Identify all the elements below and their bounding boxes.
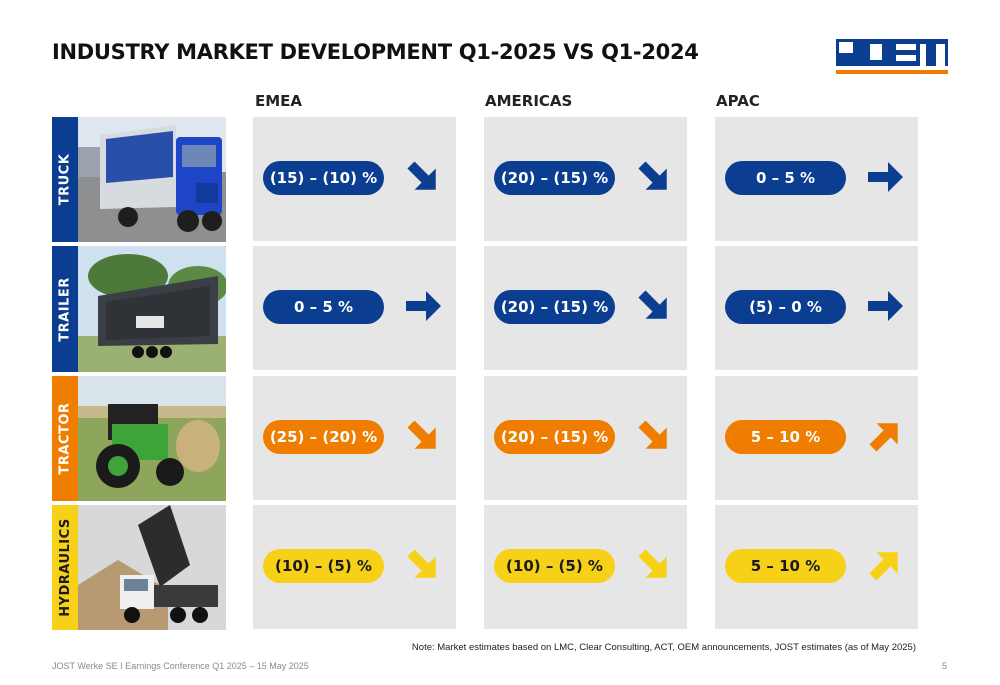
cell-tractor-americas: (20) – (15) % <box>484 376 687 500</box>
market-estimate-pill: (20) – (15) % <box>494 161 615 195</box>
cell-truck-emea: (15) – (10) % <box>253 117 456 241</box>
note-text: Note: Market estimates based on LMC, Cle… <box>411 642 916 653</box>
market-estimate-pill: (5) – 0 % <box>725 290 846 324</box>
cell-trailer-emea: 0 – 5 % <box>253 246 456 370</box>
tractor-photo <box>78 376 226 501</box>
jost-logo <box>836 39 948 74</box>
market-estimate-pill: 5 – 10 % <box>725 549 846 583</box>
market-estimate-pill: (25) – (20) % <box>263 420 384 454</box>
market-estimate-pill: 0 – 5 % <box>263 290 384 324</box>
region-header-apac: APAC <box>716 92 760 110</box>
trend-flat-arrow-icon <box>406 291 441 321</box>
cell-hydraulics-americas: (10) – (5) % <box>484 505 687 629</box>
trend-flat-arrow-icon <box>868 291 903 321</box>
truck-photo <box>78 117 226 242</box>
cell-truck-apac: 0 – 5 % <box>715 117 918 241</box>
market-estimate-pill: (20) – (15) % <box>494 290 615 324</box>
trend-down-arrow-icon <box>638 290 667 319</box>
cell-tractor-apac: 5 – 10 % <box>715 376 918 500</box>
row-label-tractor: TRACTOR <box>52 376 78 501</box>
hydraulics-photo <box>78 505 226 630</box>
market-estimate-pill: (10) – (5) % <box>263 549 384 583</box>
market-estimate-pill: (20) – (15) % <box>494 420 615 454</box>
cell-tractor-emea: (25) – (20) % <box>253 376 456 500</box>
trend-up-arrow-icon <box>869 552 898 581</box>
trend-down-arrow-icon <box>407 549 436 578</box>
page-title: INDUSTRY MARKET DEVELOPMENT Q1-2025 VS Q… <box>52 40 699 64</box>
footer-text: JOST Werke SE I Earnings Conference Q1 2… <box>52 661 309 671</box>
row-label-truck: TRUCK <box>52 117 78 242</box>
trend-down-arrow-icon <box>638 161 667 190</box>
trend-flat-arrow-icon <box>868 162 903 192</box>
trend-up-arrow-icon <box>869 423 898 452</box>
region-header-americas: AMERICAS <box>485 92 573 110</box>
cell-trailer-apac: (5) – 0 % <box>715 246 918 370</box>
page-number: 5 <box>942 661 948 671</box>
trend-down-arrow-icon <box>407 161 436 190</box>
row-label-trailer: TRAILER <box>52 246 78 372</box>
trend-down-arrow-icon <box>638 549 667 578</box>
market-estimate-pill: 0 – 5 % <box>725 161 846 195</box>
market-estimate-pill: (15) – (10) % <box>263 161 384 195</box>
cell-trailer-americas: (20) – (15) % <box>484 246 687 370</box>
cell-hydraulics-apac: 5 – 10 % <box>715 505 918 629</box>
region-header-emea: EMEA <box>255 92 303 110</box>
cell-hydraulics-emea: (10) – (5) % <box>253 505 456 629</box>
market-estimate-pill: 5 – 10 % <box>725 420 846 454</box>
market-estimate-pill: (10) – (5) % <box>494 549 615 583</box>
trailer-photo <box>78 246 226 372</box>
trend-down-arrow-icon <box>407 420 436 449</box>
trend-down-arrow-icon <box>638 420 667 449</box>
cell-truck-americas: (20) – (15) % <box>484 117 687 241</box>
row-label-hydraulics: HYDRAULICS <box>52 505 78 630</box>
